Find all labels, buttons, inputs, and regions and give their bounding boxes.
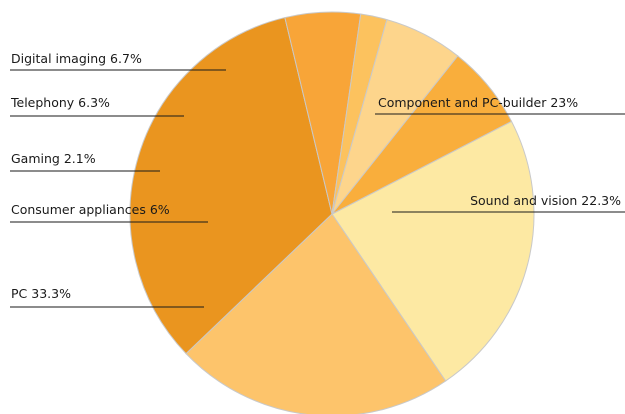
- slice-label-pc: PC 33.3%: [11, 286, 71, 301]
- slice-label-telephony: Telephony 6.3%: [10, 95, 110, 110]
- slice-label-gaming: Gaming 2.1%: [11, 151, 96, 166]
- slice-pc: [129, 16, 333, 355]
- pie-slices: [129, 11, 535, 414]
- slice-labels: Component and PC-builder 23% Sound and vi…: [10, 51, 625, 308]
- slice-label-digital-imaging: Digital imaging 6.7%: [11, 51, 142, 66]
- slice-sound-and-vision: [185, 213, 447, 414]
- slice-component-and-pc-builder: [331, 120, 535, 382]
- slice-label-consumer-appliances: Consumer appliances 6%: [11, 202, 170, 217]
- slice-digital-imaging: [331, 55, 513, 215]
- slice-label-component-and-pc-builder: Component and PC-builder 23%: [378, 95, 578, 110]
- slice-label-sound-and-vision: Sound and vision 22.3%: [470, 193, 621, 208]
